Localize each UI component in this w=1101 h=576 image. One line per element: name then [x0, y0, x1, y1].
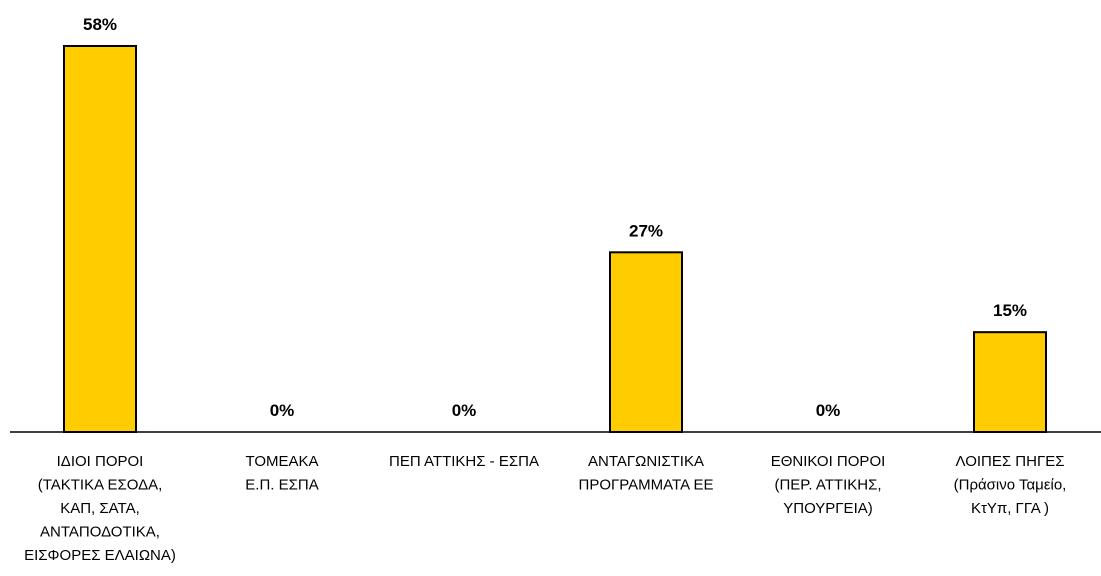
value-labels-group: 58% 0% 0% 27% 0% 15% [83, 15, 1027, 420]
category-label-line: ΙΔΙΟΙ ΠΟΡΟΙ [57, 453, 144, 470]
category-label-line: ΑΝΤΑΓΩΝΙΣΤΙΚΑ [588, 453, 704, 470]
category-label-line: ΚτΥπ, ΓΓΑ ) [971, 500, 1049, 517]
data-label-1: 0% [270, 401, 295, 420]
bar-3 [609, 251, 683, 433]
data-label-0: 58% [83, 15, 117, 34]
category-label-line: ΑΝΤΑΠΟΔΟΤΙΚΑ, [40, 524, 160, 541]
category-label-line: (ΤΑΚΤΙΚΑ ΕΣΟΔΑ, [38, 477, 163, 494]
category-label-1: ΤΟΜΕΑΚΑ Ε.Π. ΕΣΠΑ [245, 453, 318, 494]
category-label-0: ΙΔΙΟΙ ΠΟΡΟΙ (ΤΑΚΤΙΚΑ ΕΣΟΔΑ, ΚΑΠ, ΣΑΤΑ, ΑΝΤΑ… [24, 453, 176, 564]
category-label-line: ΠΕΠ ΑΤΤΙΚΗΣ - ΕΣΠΑ [389, 453, 539, 470]
data-label-2: 0% [452, 401, 477, 420]
category-label-line: ΤΟΜΕΑΚΑ [245, 453, 318, 470]
category-labels-group: ΙΔΙΟΙ ΠΟΡΟΙ (ΤΑΚΤΙΚΑ ΕΣΟΔΑ, ΚΑΠ, ΣΑΤΑ, ΑΝΤΑ… [24, 453, 1066, 564]
category-label-line: ΥΠΟΥΡΓΕΙΑ) [783, 500, 872, 517]
bar-0 [63, 45, 137, 433]
category-label-line: ΕΙΣΦΟΡΕΣ ΕΛΑΙΩΝΑ) [24, 547, 176, 564]
data-label-4: 0% [816, 401, 841, 420]
category-label-line: ΚΑΠ, ΣΑΤΑ, [60, 500, 140, 517]
category-label-line: ΠΡΟΓΡΑΜΜΑΤΑ ΕΕ [579, 477, 714, 494]
bar-5 [973, 331, 1047, 434]
category-label-line: ΛΟΙΠΕΣ ΠΗΓΕΣ [955, 453, 1064, 470]
category-label-5: ΛΟΙΠΕΣ ΠΗΓΕΣ (Πράσινο Ταμείο, ΚτΥπ, ΓΓΑ ) [954, 453, 1067, 517]
category-label-line: (Πράσινο Ταμείο, [954, 477, 1067, 494]
category-label-3: ΑΝΤΑΓΩΝΙΣΤΙΚΑ ΠΡΟΓΡΑΜΜΑΤΑ ΕΕ [579, 453, 714, 494]
category-label-4: ΕΘΝΙΚΟΙ ΠΟΡΟΙ (ΠΕΡ. ΑΤΤΙΚΗΣ, ΥΠΟΥΡΓΕΙΑ) [771, 453, 886, 517]
category-label-line: (ΠΕΡ. ΑΤΤΙΚΗΣ, [774, 477, 881, 494]
category-label-line: ΕΘΝΙΚΟΙ ΠΟΡΟΙ [771, 453, 886, 470]
data-label-3: 27% [629, 221, 663, 240]
category-label-line: Ε.Π. ΕΣΠΑ [245, 477, 318, 494]
category-label-2: ΠΕΠ ΑΤΤΙΚΗΣ - ΕΣΠΑ [389, 453, 539, 470]
bars-group [63, 45, 1047, 434]
data-label-5: 15% [993, 301, 1027, 320]
